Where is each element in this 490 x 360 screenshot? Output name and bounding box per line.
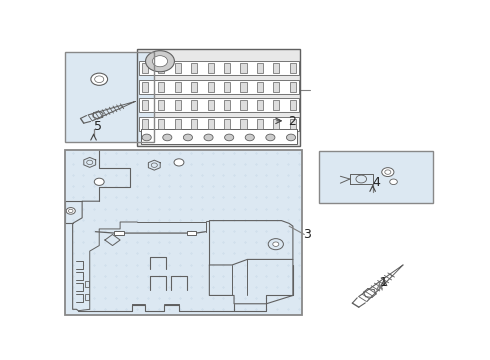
Bar bbox=[208, 63, 214, 73]
Text: 3: 3 bbox=[303, 228, 312, 241]
Bar bbox=[174, 82, 181, 91]
Bar bbox=[257, 100, 263, 110]
Bar bbox=[137, 49, 300, 146]
Bar bbox=[257, 118, 263, 129]
Bar bbox=[174, 118, 181, 129]
Bar bbox=[273, 63, 279, 73]
Bar bbox=[139, 80, 298, 94]
Text: 5: 5 bbox=[94, 120, 101, 134]
Bar bbox=[224, 63, 230, 73]
Circle shape bbox=[91, 73, 108, 85]
Circle shape bbox=[142, 134, 151, 141]
Bar bbox=[224, 82, 230, 91]
Circle shape bbox=[224, 134, 234, 141]
Bar bbox=[142, 82, 148, 91]
Bar bbox=[257, 82, 263, 91]
Circle shape bbox=[390, 179, 397, 185]
Bar bbox=[257, 63, 263, 73]
Bar bbox=[319, 151, 433, 203]
Bar bbox=[208, 118, 214, 129]
Bar bbox=[241, 118, 246, 129]
Circle shape bbox=[69, 209, 73, 212]
Bar bbox=[115, 231, 124, 235]
Bar bbox=[158, 63, 164, 73]
Bar bbox=[139, 98, 298, 112]
Circle shape bbox=[382, 168, 394, 176]
Bar bbox=[208, 82, 214, 91]
Bar bbox=[273, 82, 279, 91]
Bar bbox=[187, 231, 196, 235]
Bar bbox=[191, 82, 197, 91]
Circle shape bbox=[66, 208, 75, 214]
Circle shape bbox=[245, 134, 254, 141]
Text: 2: 2 bbox=[288, 115, 296, 128]
Text: 1: 1 bbox=[379, 276, 388, 289]
Bar bbox=[142, 63, 148, 73]
Bar bbox=[65, 51, 154, 141]
Bar bbox=[158, 82, 164, 91]
Bar bbox=[290, 63, 296, 73]
Circle shape bbox=[273, 242, 279, 246]
Bar bbox=[241, 100, 246, 110]
Bar bbox=[158, 118, 164, 129]
Circle shape bbox=[204, 134, 213, 141]
Bar bbox=[139, 61, 298, 75]
Bar bbox=[158, 100, 164, 110]
Bar bbox=[85, 293, 89, 300]
Bar bbox=[241, 63, 246, 73]
Circle shape bbox=[94, 178, 104, 185]
Text: 4: 4 bbox=[372, 176, 381, 189]
Circle shape bbox=[266, 134, 275, 141]
Circle shape bbox=[174, 159, 184, 166]
Circle shape bbox=[152, 56, 168, 67]
Bar bbox=[141, 129, 297, 144]
Bar bbox=[208, 100, 214, 110]
Bar bbox=[224, 118, 230, 129]
Bar bbox=[142, 100, 148, 110]
Bar bbox=[290, 118, 296, 129]
Circle shape bbox=[183, 134, 193, 141]
Bar bbox=[290, 82, 296, 91]
Bar bbox=[139, 117, 298, 131]
Bar bbox=[191, 63, 197, 73]
Bar bbox=[191, 118, 197, 129]
Circle shape bbox=[146, 51, 174, 72]
Bar bbox=[241, 82, 246, 91]
Bar bbox=[142, 118, 148, 129]
Bar bbox=[174, 100, 181, 110]
Bar bbox=[85, 281, 89, 287]
Bar bbox=[191, 100, 197, 110]
Bar bbox=[273, 100, 279, 110]
Bar bbox=[137, 49, 300, 146]
Circle shape bbox=[163, 134, 172, 141]
Bar bbox=[273, 118, 279, 129]
Bar bbox=[224, 100, 230, 110]
Bar bbox=[319, 151, 433, 203]
Bar bbox=[65, 150, 302, 315]
Bar bbox=[174, 63, 181, 73]
Bar bbox=[65, 150, 302, 315]
Bar bbox=[65, 51, 154, 141]
Circle shape bbox=[287, 134, 295, 141]
Bar bbox=[290, 100, 296, 110]
